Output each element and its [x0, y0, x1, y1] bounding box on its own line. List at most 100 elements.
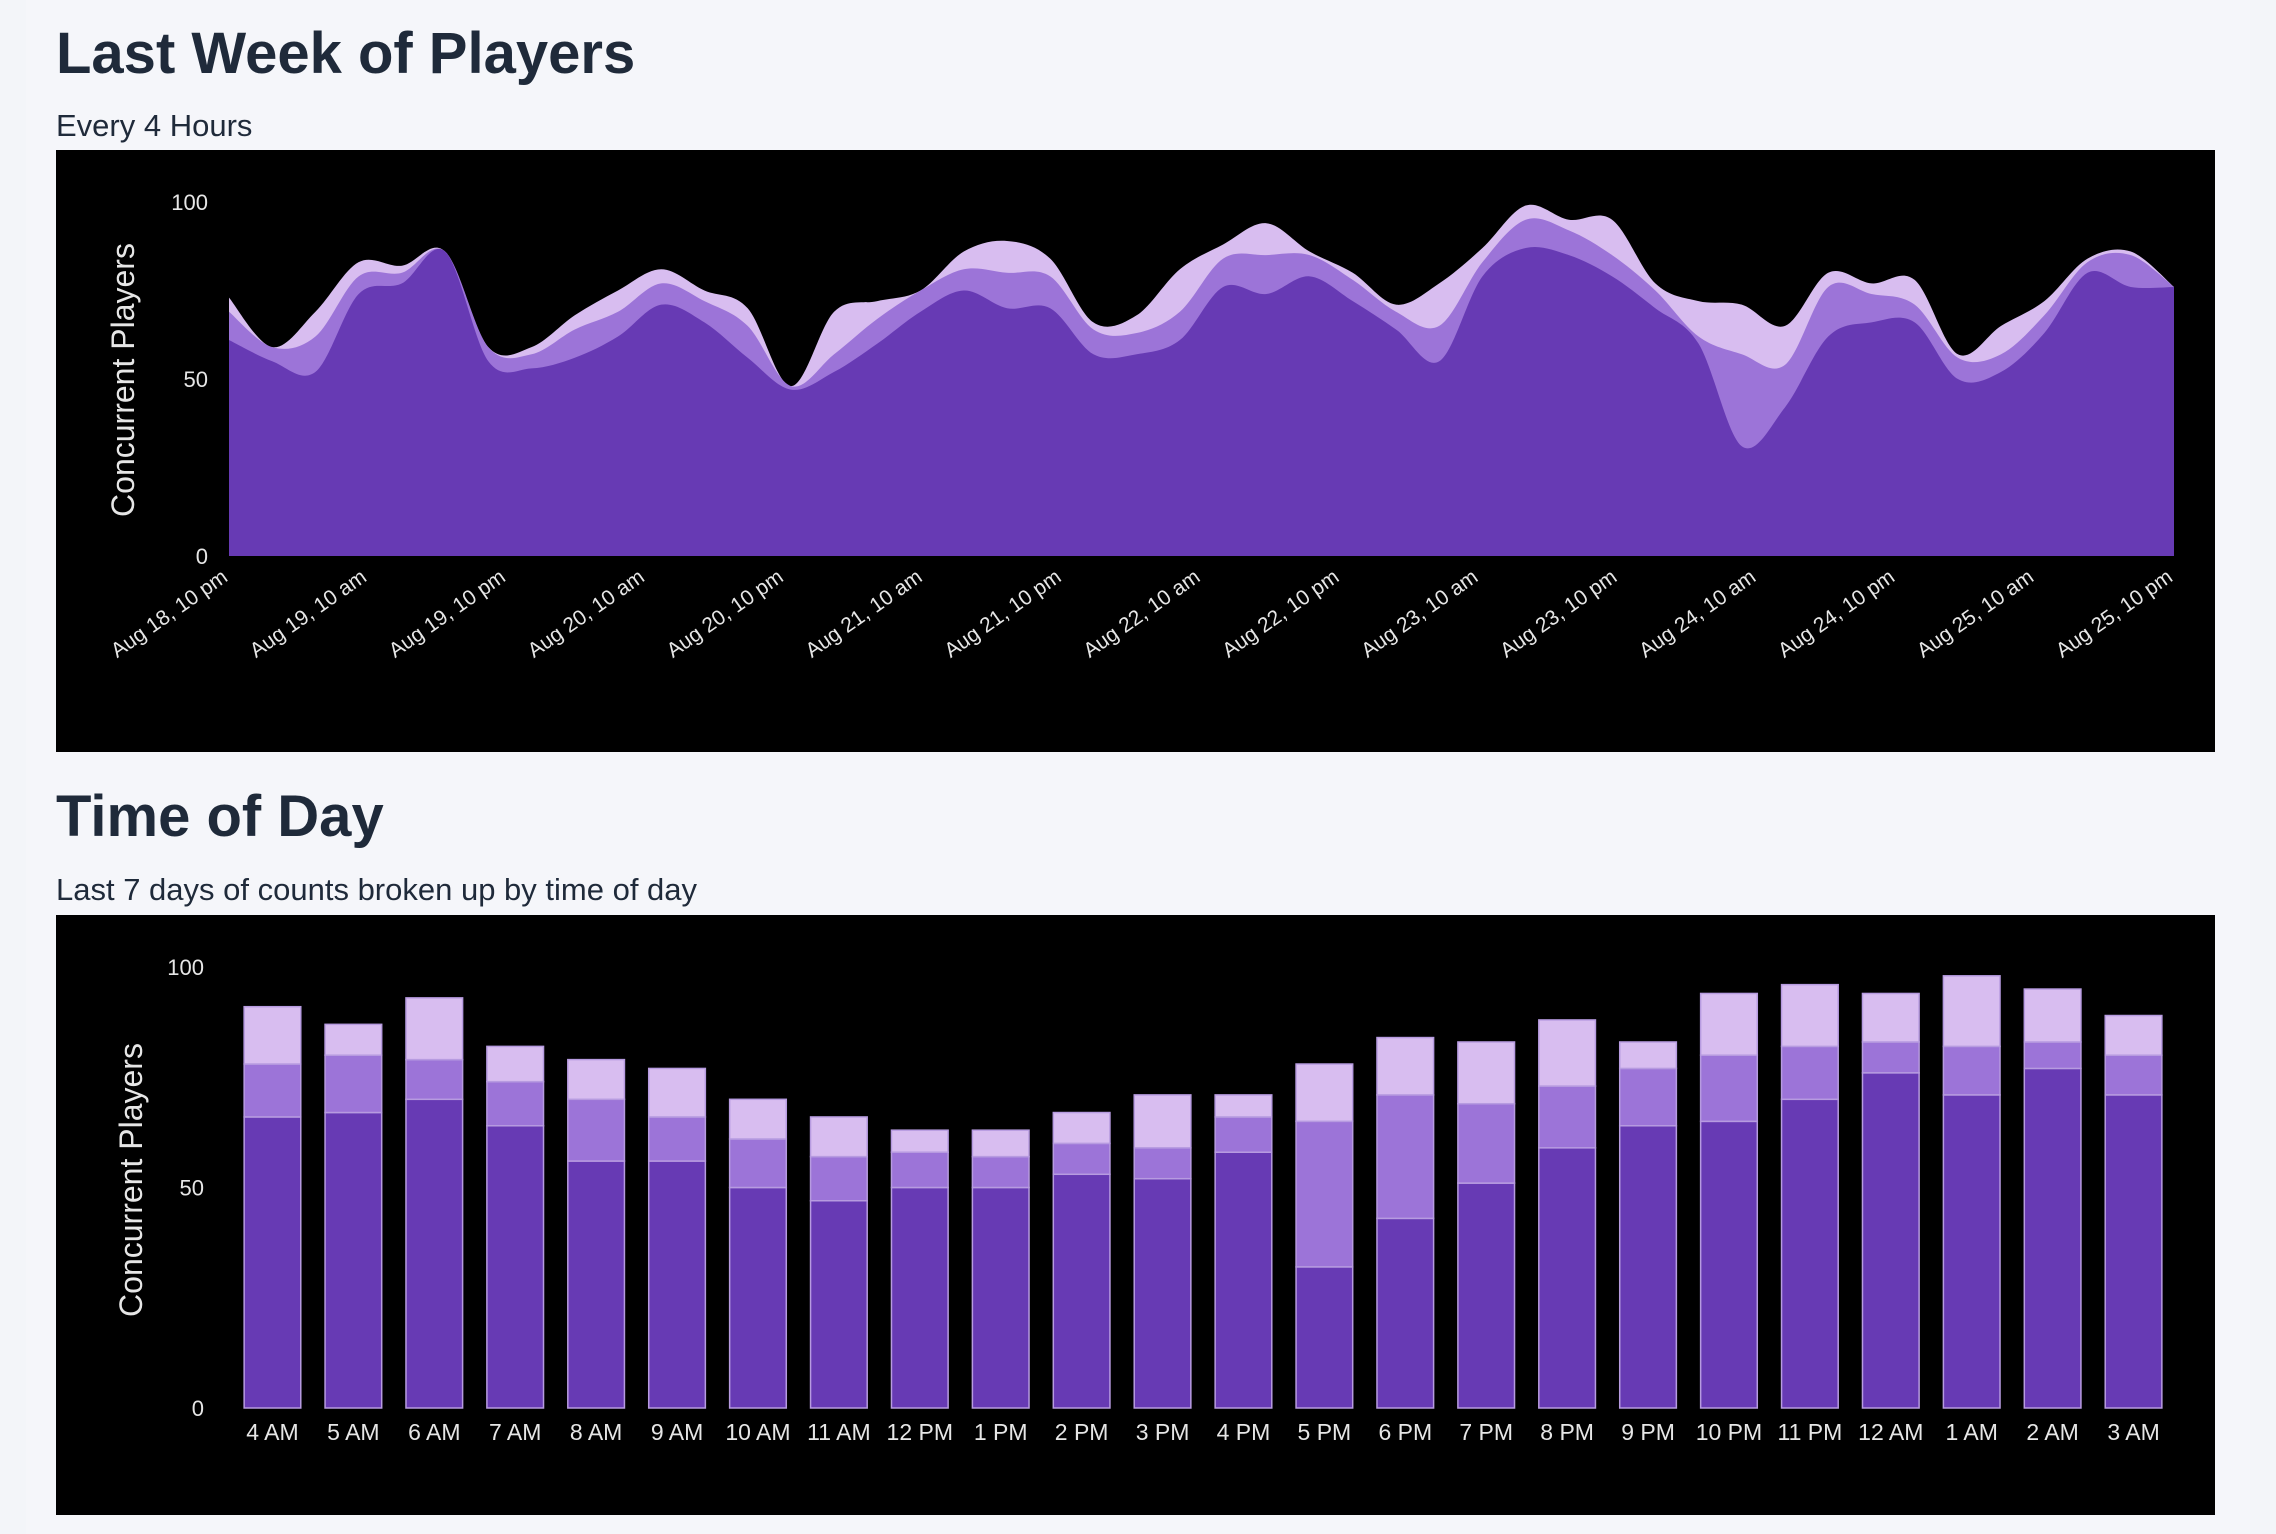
bar-12-am-series-3 [1861, 992, 1920, 1043]
bar-7-am-series-2 [486, 1080, 545, 1127]
bar-7-am-series-1 [486, 1125, 545, 1409]
week-chart-panel: 0 50 100 Concurrent Players Aug 18, 10 pm Aug… [56, 150, 2215, 752]
bar-11-am-series-1 [809, 1199, 868, 1409]
y-tick-label: 0 [196, 544, 208, 569]
bar-5-am-series-1 [324, 1111, 383, 1409]
x-tick-label: 10 PM [1696, 1419, 1762, 1445]
x-tick-label: Aug 25, 10 pm [2052, 565, 2177, 662]
y-axis-label: Concurrent Players [105, 243, 141, 517]
bar-2-pm-series-1 [1052, 1173, 1111, 1409]
x-tick-label: 9 AM [651, 1419, 703, 1445]
x-tick-label: 8 PM [1540, 1419, 1594, 1445]
bar-4-pm-series-3 [1214, 1094, 1273, 1118]
y-tick-label: 100 [167, 955, 204, 980]
bar-7-pm-series-2 [1457, 1102, 1516, 1184]
x-tick-label: Aug 21, 10 pm [940, 565, 1065, 662]
bar-8-am-series-2 [567, 1098, 626, 1162]
bar-2-am-series-2 [2023, 1041, 2082, 1070]
x-tick-label: 2 PM [1055, 1419, 1109, 1445]
bar-1-am-series-1 [1942, 1094, 2001, 1409]
x-tick-label: 11 PM [1777, 1419, 1842, 1445]
bar-2-pm-series-2 [1052, 1142, 1111, 1176]
bar-5-pm-series-1 [1295, 1266, 1354, 1409]
bar-3-am-series-1 [2104, 1094, 2163, 1409]
bar-9-am-series-2 [647, 1116, 707, 1162]
bar-11-am-series-3 [809, 1116, 868, 1158]
x-tick-label: 4 PM [1217, 1419, 1271, 1445]
bar-9-pm-series-2 [1618, 1067, 1678, 1127]
bar-5-pm-series-2 [1295, 1120, 1354, 1268]
y-tick-label: 100 [171, 190, 208, 215]
bar-10-am-series-1 [728, 1186, 788, 1409]
x-tick-label: 12 AM [1858, 1419, 1923, 1445]
bar-3-pm-series-2 [1133, 1147, 1192, 1180]
bar-6-pm-series-3 [1376, 1036, 1435, 1096]
bar-7-pm-series-3 [1457, 1041, 1516, 1105]
bar-6-pm-series-1 [1376, 1217, 1435, 1409]
bar-4-am-series-1 [243, 1116, 302, 1409]
bar-11-am-series-2 [809, 1155, 868, 1202]
x-tick-label: 11 AM [807, 1419, 871, 1445]
page: Last Week of Players Every 4 Hours 0 50 10… [26, 0, 2250, 1534]
bar-6-pm-series-2 [1376, 1094, 1435, 1220]
x-tick-label: 4 AM [246, 1419, 298, 1445]
x-tick-label: 12 PM [887, 1419, 953, 1445]
bar-11-pm-series-2 [1780, 1045, 1839, 1101]
x-tick-label: 3 AM [2107, 1419, 2159, 1445]
x-tick-label: Aug 19, 10 pm [385, 565, 510, 662]
x-tick-label: Aug 21, 10 am [801, 565, 926, 662]
bar-5-am-series-3 [324, 1023, 383, 1056]
bar-10-am-series-2 [728, 1138, 788, 1189]
week-chart-title: Last Week of Players [56, 21, 636, 86]
bar-12-am-series-2 [1861, 1041, 1920, 1074]
x-tick-label: Aug 23, 10 am [1357, 565, 1482, 662]
x-tick-label: Aug 20, 10 am [524, 565, 649, 662]
y-tick-label: 0 [192, 1396, 204, 1421]
x-tick-label: 3 PM [1136, 1419, 1190, 1445]
bar-6-am-series-1 [405, 1098, 464, 1409]
x-tick-label: 7 PM [1459, 1419, 1513, 1445]
bar-2-am-series-1 [2023, 1067, 2082, 1409]
bar-8-am-series-1 [567, 1160, 626, 1409]
bar-6-am-series-3 [405, 997, 464, 1061]
bar-10-pm-series-3 [1699, 992, 1759, 1056]
bar-9-pm-series-1 [1618, 1125, 1678, 1409]
bar-10-am-series-3 [728, 1098, 788, 1140]
bar-9-am-series-1 [647, 1160, 707, 1409]
x-tick-label: 8 AM [570, 1419, 622, 1445]
x-tick-label: Aug 22, 10 am [1079, 565, 1204, 662]
bar-4-pm-series-1 [1214, 1151, 1273, 1409]
bar-8-pm-series-3 [1538, 1019, 1597, 1087]
bar-12-pm-series-1 [890, 1186, 949, 1409]
bar-5-am-series-2 [324, 1054, 383, 1114]
bar-5-pm-series-3 [1295, 1063, 1354, 1123]
y-tick-label: 50 [180, 1176, 204, 1201]
bar-1-pm-series-2 [971, 1155, 1030, 1189]
x-tick-label: 1 AM [1945, 1419, 1997, 1445]
bar-4-pm-series-2 [1214, 1116, 1273, 1153]
bar-3-am-series-2 [2104, 1054, 2163, 1096]
week-chart-subtitle: Every 4 Hours [56, 108, 253, 143]
bar-10-pm-series-1 [1699, 1120, 1759, 1409]
x-tick-label: 5 PM [1298, 1419, 1352, 1445]
y-tick-label: 50 [184, 367, 208, 392]
bar-4-am-series-3 [243, 1005, 302, 1065]
bar-12-am-series-1 [1861, 1072, 1920, 1409]
bar-7-pm-series-1 [1457, 1182, 1516, 1409]
tod-bar-chart: 4 AM 5 AM 6 AM 7 AM 8 AM 9 AM 10 AM 11 AM 12 PM 1… [113, 955, 2163, 1445]
bar-6-am-series-2 [405, 1058, 464, 1101]
x-tick-label: 6 AM [408, 1419, 460, 1445]
bar-2-am-series-3 [2023, 988, 2082, 1043]
bar-3-pm-series-3 [1133, 1094, 1192, 1149]
x-tick-label: 10 AM [725, 1419, 790, 1445]
bar-12-pm-series-3 [890, 1129, 949, 1153]
bar-12-pm-series-2 [890, 1151, 949, 1189]
bar-9-pm-series-3 [1618, 1041, 1678, 1070]
x-tick-label: 5 AM [327, 1419, 379, 1445]
x-tick-label: Aug 19, 10 am [246, 565, 371, 662]
y-axis-label: Concurrent Players [113, 1043, 149, 1317]
x-tick-label: Aug 22, 10 pm [1218, 565, 1343, 662]
bar-8-am-series-3 [567, 1058, 626, 1101]
bar-1-am-series-2 [1942, 1045, 2001, 1096]
